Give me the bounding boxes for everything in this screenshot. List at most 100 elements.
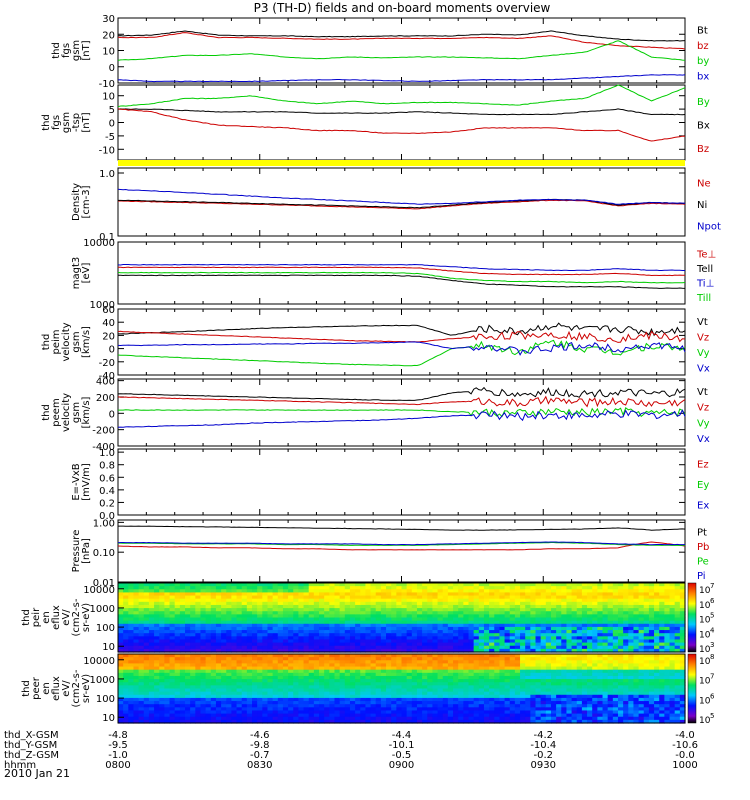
y-tick-label: 1.00 — [93, 518, 115, 529]
y-tick-label: 10000 — [83, 656, 115, 667]
ephemeris-value: -4.0 — [675, 730, 695, 741]
panel-5: thdpeimvelocitygsm[km/s] 60 40 20 0 -20 -40 Vt V… — [41, 305, 710, 382]
ylabel-line: en — [41, 611, 52, 624]
series-Vt — [118, 322, 686, 337]
y-tick-label: 0.8 — [99, 461, 115, 472]
ephemeris-value: -9.8 — [250, 740, 270, 751]
y-tick-label: 0.2 — [99, 498, 115, 509]
ylabel-line: peem — [51, 398, 62, 426]
legend-entry: Pb — [697, 542, 709, 553]
ephemeris-value: 0900 — [389, 760, 414, 771]
panel-7-ylabel: E=-VxB[mV/m] — [71, 463, 92, 501]
y-tick-label: 200 — [96, 393, 115, 404]
ylabel-line: thd — [21, 680, 32, 697]
ephemeris-row-label: thd_Y-GSM — [4, 740, 57, 751]
series-Bx — [117, 108, 686, 116]
y-tick-label: -10 — [99, 79, 115, 90]
y-tick-label: 10 — [102, 713, 115, 724]
colorbar — [687, 653, 697, 724]
spectrogram-1: thdpeirenefluxeV/(cm2-s-sr-eV) 10000 1000 1… — [21, 582, 715, 655]
legend-entry: Vz — [697, 332, 709, 343]
ephemeris-value: -4.6 — [250, 730, 270, 741]
legend-entry: Ne — [697, 179, 711, 190]
panel-3: Density[cm-3] 1.0 0.1 Ne Ni Npot — [71, 167, 721, 243]
series-bz — [117, 32, 686, 50]
ylabel-line: peer — [31, 676, 42, 700]
panel-4: magt3[eV] 10000 1000 Te⊥ Tell Ti⊥ Till — [71, 238, 716, 311]
y-tick-label: 0.01 — [93, 578, 115, 589]
legend-entry: Vt — [697, 387, 708, 398]
ylabel-line: fgs — [51, 115, 62, 130]
ylabel-line: [eV] — [81, 263, 92, 284]
series-By — [117, 84, 686, 108]
series-Vy — [118, 406, 686, 418]
ylabel-line: [km/s] — [81, 396, 92, 428]
y-tick-label: 0 — [109, 409, 115, 420]
panel-2-ylabel: thdfgsgsm-tsp[nT] — [41, 112, 92, 133]
ylabel-line: sr-eV) — [81, 603, 92, 632]
ylabel-line: fgs — [61, 43, 72, 58]
legend-entry: Vx — [697, 434, 710, 445]
y-tick-label: 100 — [96, 623, 115, 634]
y-tick-label: -200 — [92, 426, 115, 437]
y-tick-label: 0 — [109, 119, 115, 130]
colorbar-tick-label: 10 — [699, 645, 711, 655]
legend-entry: Bz — [697, 144, 709, 155]
y-tick-label: 20 — [102, 331, 115, 342]
legend-entry: By — [697, 97, 710, 108]
ephemeris-value: -10.1 — [389, 740, 415, 751]
legend-entry: Vz — [697, 403, 709, 414]
series-Vt — [117, 386, 686, 401]
panel-7-frame — [117, 448, 686, 516]
y-tick-label: 5 — [109, 105, 115, 116]
series-Pt — [118, 525, 686, 531]
legend-entry: Till — [696, 293, 711, 304]
series-by — [117, 40, 686, 61]
ephemeris-value: -10.6 — [672, 740, 698, 751]
legend-entry: Vt — [697, 317, 708, 328]
series-Ti⊥ — [117, 263, 685, 272]
y-tick-label: 1000 — [90, 675, 115, 686]
y-tick-label: 0.1 — [99, 232, 115, 243]
ylabel-line: thd — [51, 42, 62, 59]
series-Vz — [117, 395, 686, 408]
ylabel-line: gsm — [61, 112, 72, 133]
series-Pi — [117, 541, 685, 546]
y-tick-label: -400 — [92, 442, 115, 453]
colorbar-tick-exponent: 5 — [710, 612, 714, 620]
y-tick-label: 1000 — [90, 604, 115, 615]
legend-entry: Bx — [697, 121, 710, 132]
legend-entry: Pe — [697, 556, 709, 567]
series-Vy — [117, 339, 686, 367]
ylabel-line: [nPa] — [81, 538, 92, 564]
colorbar-tick-exponent: 7 — [710, 673, 714, 681]
y-tick-label: -20 — [99, 358, 115, 369]
y-tick-label: -40 — [99, 371, 115, 382]
ephemeris-value: 0930 — [531, 760, 556, 771]
series-Te⊥ — [118, 266, 685, 277]
ephemeris-value: 0830 — [247, 760, 272, 771]
colorbar-tick-label: 10 — [699, 696, 711, 706]
colorbar-tick-exponent: 5 — [710, 712, 714, 720]
ephemeris-value: -1.0 — [108, 750, 128, 761]
series-Till — [117, 271, 686, 284]
ylabel-line: magt3 — [71, 257, 82, 290]
legend-entry: Vy — [697, 418, 710, 429]
colorbar-tick-exponent: 3 — [710, 641, 714, 649]
legend-entry: Te⊥ — [696, 249, 716, 260]
panel-7: E=-VxB[mV/m] 1.0 0.80.6 0.40.2 0.0 Ez Ey Ex — [71, 448, 709, 522]
legend-entry: Ez — [697, 459, 709, 470]
y-tick-label: -5 — [105, 132, 115, 143]
panel-1: thdfgsgsm[nT] 30 20 10 0 -10 Bt bz by bx — [51, 14, 709, 90]
legend-entry: Npot — [697, 221, 721, 232]
ephemeris-value: -0.7 — [250, 750, 270, 761]
legend-entry: Ti⊥ — [696, 278, 714, 289]
panel-5-ylabel: thdpeimvelocitygsm[km/s] — [41, 322, 92, 361]
ylabel-line: thd — [21, 609, 32, 626]
ylabel-line: -tsp — [71, 113, 82, 132]
ylabel-line: peir — [31, 607, 42, 627]
ephemeris-value: -4.2 — [533, 730, 553, 741]
ylabel-line: eflux — [51, 605, 62, 630]
ephemeris-footer: thd_X-GSM -4.8 -4.6 -4.4 -4.2 -4.0 thd_Y-GSM -9… — [4, 730, 698, 771]
series-Ne — [117, 199, 686, 210]
